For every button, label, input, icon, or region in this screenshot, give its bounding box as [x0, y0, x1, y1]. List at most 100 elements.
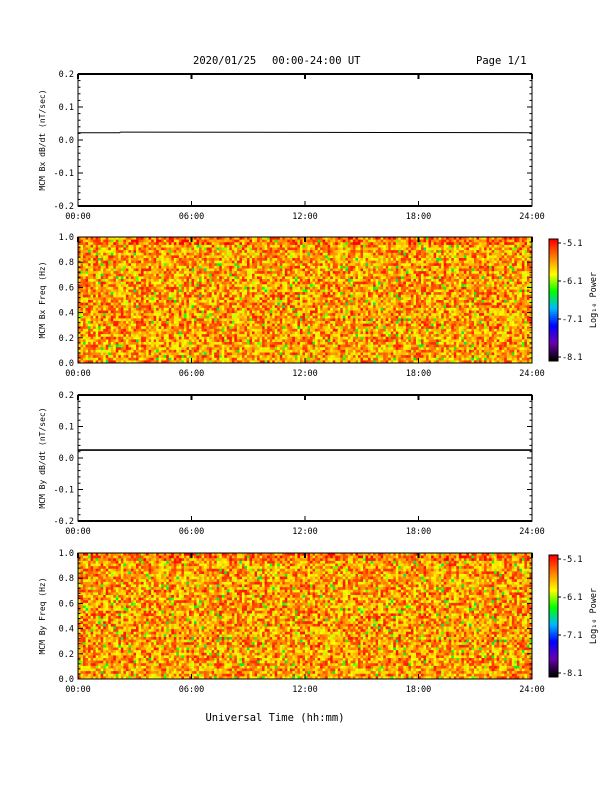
heatmap-cell — [191, 315, 195, 319]
heatmap-cell — [163, 347, 167, 351]
heatmap-cell — [196, 347, 200, 351]
heatmap-cell — [156, 360, 160, 364]
heatmap-cell — [327, 247, 331, 251]
heatmap-cell — [163, 355, 167, 359]
heatmap-cell — [90, 349, 94, 353]
heatmap-cell — [171, 331, 175, 335]
heatmap-cell — [322, 250, 326, 254]
heatmap-cell — [219, 300, 223, 304]
heatmap-cell — [239, 313, 243, 317]
heatmap-cell — [191, 279, 195, 283]
heatmap-cell — [105, 323, 109, 327]
heatmap-cell — [158, 239, 162, 243]
heatmap-cell — [305, 323, 308, 327]
heatmap-cell — [234, 318, 238, 322]
heatmap-cell — [264, 328, 268, 332]
heatmap-cell — [161, 263, 165, 267]
heatmap-cell — [299, 315, 303, 319]
heatmap-cell — [110, 347, 114, 351]
heatmap-cell — [146, 321, 150, 325]
heatmap-cell — [120, 334, 124, 338]
heatmap-cell — [257, 268, 260, 272]
heatmap-cell — [231, 347, 235, 351]
heatmap-cell — [297, 281, 301, 285]
heatmap-cell — [289, 328, 293, 332]
heatmap-cell — [262, 268, 266, 272]
heatmap-cell — [259, 302, 263, 306]
heatmap-cell — [188, 352, 192, 356]
heatmap-cell — [209, 244, 213, 248]
heatmap-cell — [201, 305, 205, 309]
heatmap-cell — [244, 281, 248, 285]
heatmap-cell — [183, 323, 187, 327]
heatmap-cell — [294, 242, 298, 246]
heatmap-cell — [234, 286, 238, 290]
heatmap-cell — [196, 334, 200, 338]
heatmap-cell — [272, 347, 276, 351]
heatmap-cell — [299, 237, 303, 241]
heatmap-cell — [249, 279, 253, 283]
heatmap-cell — [166, 292, 170, 296]
heatmap-cell — [113, 305, 117, 309]
heatmap-cell — [130, 276, 134, 280]
heatmap-cell — [257, 265, 260, 269]
heatmap-cell — [108, 302, 112, 306]
heatmap-cell — [224, 305, 228, 309]
heatmap-cell — [254, 268, 258, 272]
heatmap-cell — [156, 355, 160, 359]
heatmap-cell — [168, 242, 172, 246]
heatmap-cell — [231, 250, 235, 254]
heatmap-cell — [78, 279, 81, 283]
heatmap-cell — [103, 255, 107, 259]
heatmap-cell — [234, 244, 238, 248]
heatmap-cell — [83, 279, 86, 283]
heatmap-cell — [105, 252, 109, 256]
heatmap-cell — [277, 292, 281, 296]
heatmap-cell — [279, 342, 283, 346]
heatmap-cell — [330, 281, 334, 285]
heatmap-cell — [163, 242, 167, 246]
heatmap-cell — [130, 339, 134, 343]
heatmap-cell — [234, 328, 238, 332]
heatmap-cell — [305, 289, 308, 293]
heatmap-cell — [287, 357, 291, 361]
heatmap-cell — [156, 328, 160, 332]
heatmap-cell — [259, 237, 263, 241]
heatmap-cell — [158, 315, 162, 319]
heatmap-cell — [330, 360, 334, 364]
heatmap-cell — [125, 357, 129, 361]
heatmap-cell — [239, 328, 243, 332]
heatmap-cell — [264, 344, 268, 348]
heatmap-cell — [279, 263, 283, 267]
heatmap-cell — [252, 349, 255, 353]
heatmap-cell — [284, 265, 288, 269]
heatmap-cell — [310, 252, 313, 256]
heatmap-cell — [231, 302, 235, 306]
heatmap-cell — [252, 313, 255, 317]
heatmap-cell — [239, 344, 243, 348]
heatmap-cell — [274, 334, 278, 338]
heatmap-cell — [302, 360, 306, 364]
heatmap-cell — [133, 313, 137, 317]
heatmap-cell — [226, 258, 230, 262]
heatmap-cell — [146, 300, 150, 304]
heatmap-cell — [307, 339, 311, 343]
heatmap-cell — [267, 344, 271, 348]
heatmap-cell — [267, 242, 271, 246]
heatmap-cell — [330, 313, 334, 317]
heatmap-cell — [206, 328, 210, 332]
heatmap-cell — [211, 342, 215, 346]
heatmap-cell — [123, 315, 127, 319]
heatmap-cell — [110, 265, 114, 269]
heatmap-cell — [143, 255, 147, 259]
heatmap-cell — [229, 336, 233, 340]
heatmap-cell — [249, 263, 253, 267]
heatmap-cell — [289, 260, 293, 264]
heatmap-cell — [168, 339, 172, 343]
heatmap-cell — [90, 265, 94, 269]
heatmap-cell — [143, 247, 147, 251]
heatmap-cell — [120, 302, 124, 306]
heatmap-cell — [166, 318, 170, 322]
heatmap-cell — [173, 286, 177, 290]
heatmap-cell — [267, 250, 271, 254]
